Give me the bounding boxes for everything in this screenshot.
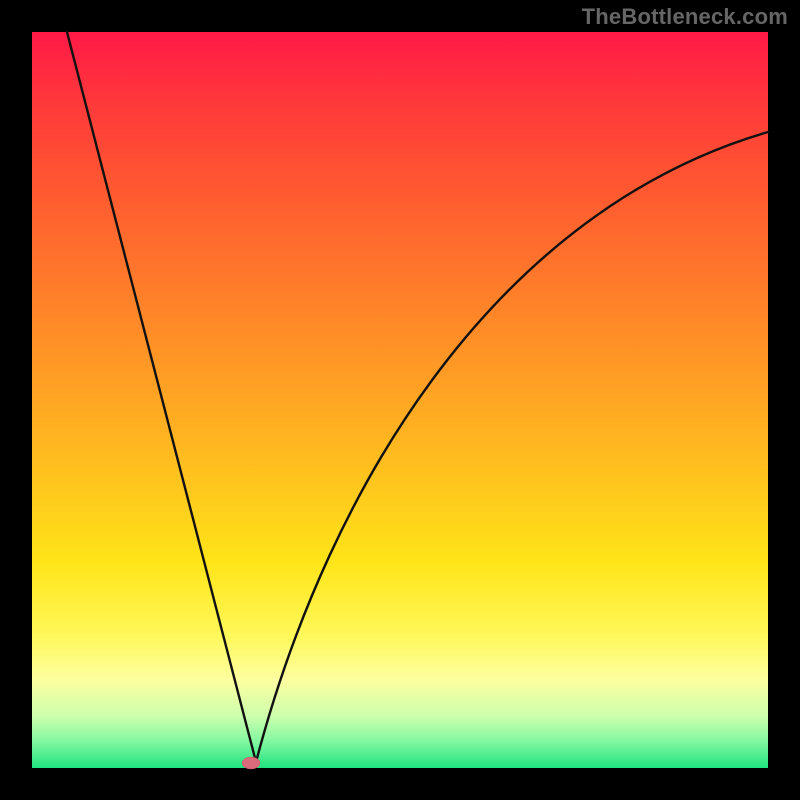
chart-container: TheBottleneck.com [0, 0, 800, 800]
plot-background [32, 32, 768, 768]
optimal-marker [242, 757, 260, 769]
bottleneck-chart [0, 0, 800, 800]
watermark-label: TheBottleneck.com [582, 4, 788, 30]
